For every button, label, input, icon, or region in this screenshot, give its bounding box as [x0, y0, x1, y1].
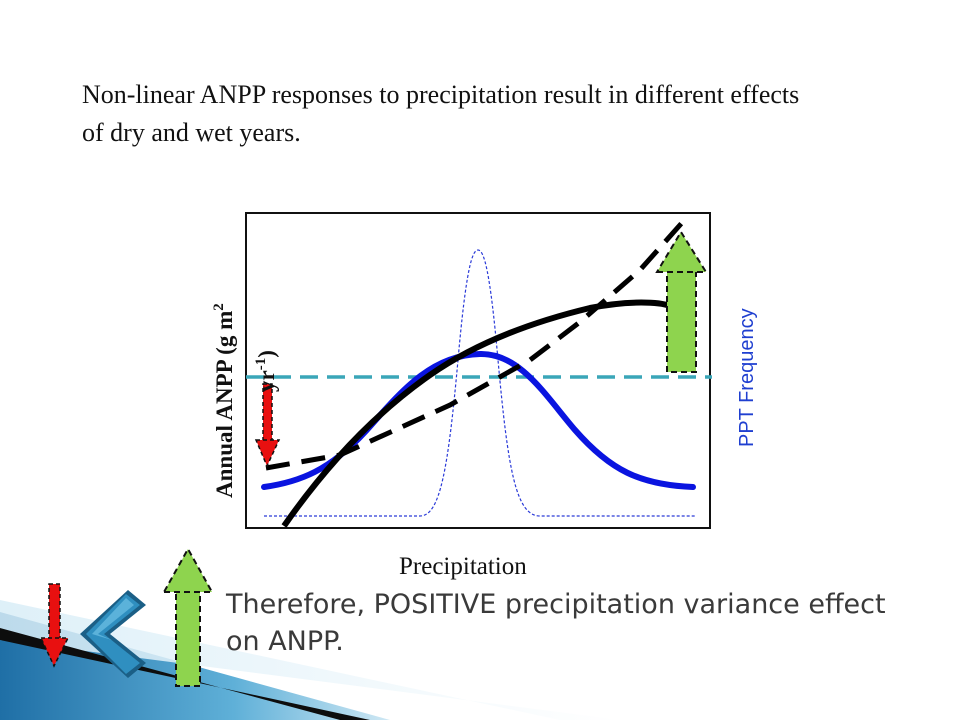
- slide-heading: Non-linear ANPP responses to precipitati…: [82, 76, 960, 152]
- narrow-frequency-curve: [264, 249, 695, 517]
- heading-line-1: Non-linear ANPP responses to precipitati…: [82, 80, 800, 109]
- up-arrow-icon: [162, 546, 214, 687]
- y-axis-label-continued: yr-1): [253, 350, 279, 392]
- wet-year-arrow-icon: [655, 230, 708, 373]
- ppt-frequency-label: PPT Frequency: [736, 308, 758, 447]
- y-axis-label-group: Annual ANPP (g m2: [211, 303, 237, 498]
- y-axis-label: Annual ANPP (g m2: [211, 303, 237, 498]
- left-chevron-icon: [80, 590, 146, 678]
- dry-year-arrow-icon: [254, 383, 281, 468]
- conclusion-line-2: on ANPP.: [226, 626, 344, 657]
- conclusion-text: Therefore, POSITIVE precipitation varian…: [226, 586, 946, 660]
- anpp-response-curve: [281, 299, 672, 528]
- x-axis-label: Precipitation: [399, 553, 527, 580]
- y-axis-label-continued-group: yr-1): [253, 350, 279, 392]
- conclusion-line-1: Therefore, POSITIVE precipitation varian…: [226, 589, 886, 620]
- right-label-group: PPT Frequency: [736, 308, 758, 447]
- heading-line-2: of dry and wet years.: [82, 118, 301, 147]
- down-arrow-icon: [39, 583, 70, 668]
